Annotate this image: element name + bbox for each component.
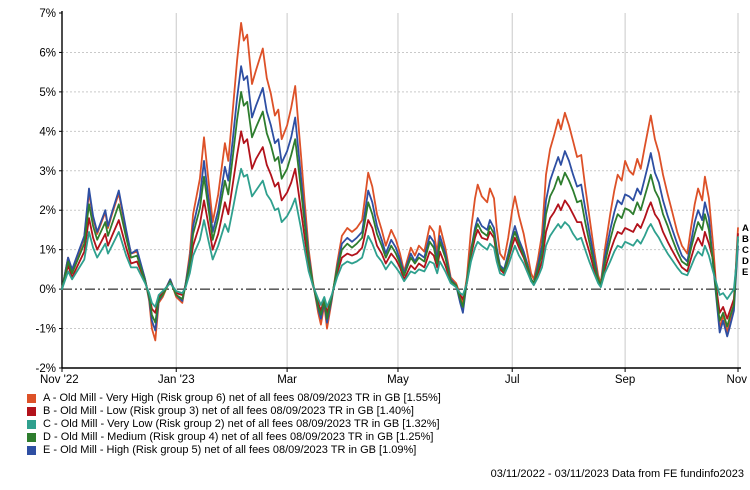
end-label-A: A bbox=[742, 223, 749, 234]
y-tick-label: 1% bbox=[39, 245, 56, 257]
y-tick-label: 7% bbox=[39, 8, 56, 20]
x-tick-label: Nov '22 bbox=[40, 374, 79, 386]
legend-item-e: E - Old Mill - High (Risk group 5) net o… bbox=[27, 444, 441, 457]
legend-label-d: D - Old Mill - Medium (Risk group 4) net… bbox=[43, 431, 434, 443]
series-line-A bbox=[61, 21, 739, 342]
chart-legend: A - Old Mill - Very High (Risk group 6) … bbox=[27, 392, 441, 457]
x-tick-label: Jan '23 bbox=[158, 374, 195, 386]
x-tick-label: Nov bbox=[727, 374, 748, 386]
plot-area: 7% 6% 5% 4% 3% 2% 1% 0% -1% -2% Nov '22 Jan '23 Mar M… bbox=[36, 8, 749, 386]
legend-item-c: C - Old Mill - Very Low (Risk group 2) n… bbox=[27, 418, 441, 431]
legend-label-c: C - Old Mill - Very Low (Risk group 2) n… bbox=[43, 418, 440, 430]
end-label-B: B bbox=[742, 234, 749, 245]
x-tick-label: May bbox=[387, 374, 409, 386]
y-tick-label: 4% bbox=[39, 126, 56, 138]
y-tick-label: -2% bbox=[36, 363, 56, 375]
series-line-C bbox=[61, 167, 739, 308]
legend-label-b: B - Old Mill - Low (Risk group 3) net of… bbox=[43, 405, 414, 417]
y-tick-label: 3% bbox=[39, 166, 56, 178]
date-range-footer: 03/11/2022 - 03/11/2023 Data from FE fun… bbox=[490, 468, 744, 480]
y-tick-label: 2% bbox=[39, 205, 56, 217]
legend-label-e: E - Old Mill - High (Risk group 5) net o… bbox=[43, 444, 417, 456]
end-label-E: E bbox=[742, 267, 748, 278]
legend-swatch-c bbox=[27, 420, 36, 429]
legend-swatch-d bbox=[27, 433, 36, 442]
x-tick-label: Sep bbox=[615, 374, 635, 386]
series-line-D bbox=[61, 91, 739, 328]
legend-label-a: A - Old Mill - Very High (Risk group 6) … bbox=[43, 392, 441, 404]
series-line-E bbox=[61, 65, 739, 338]
y-tick-label: 5% bbox=[39, 87, 56, 99]
y-tick-label: 6% bbox=[39, 47, 56, 59]
x-tick-label: Jul bbox=[505, 374, 520, 386]
series-line-B bbox=[61, 130, 739, 320]
legend-item-a: A - Old Mill - Very High (Risk group 6) … bbox=[27, 392, 441, 405]
performance-line-chart: 7% 6% 5% 4% 3% 2% 1% 0% -1% -2%Nov '22 Jan '23 Mar M… bbox=[36, 8, 749, 386]
legend-item-b: B - Old Mill - Low (Risk group 3) net of… bbox=[27, 405, 441, 418]
y-tick-label: 0% bbox=[39, 284, 56, 296]
y-tick-label: -1% bbox=[36, 324, 56, 336]
end-label-D: D bbox=[742, 256, 749, 267]
legend-swatch-b bbox=[27, 407, 36, 416]
legend-swatch-a bbox=[27, 394, 36, 403]
legend-item-d: D - Old Mill - Medium (Risk group 4) net… bbox=[27, 431, 441, 444]
end-label-C: C bbox=[742, 245, 749, 256]
x-tick-label: Mar bbox=[277, 374, 297, 386]
legend-swatch-e bbox=[27, 446, 36, 455]
